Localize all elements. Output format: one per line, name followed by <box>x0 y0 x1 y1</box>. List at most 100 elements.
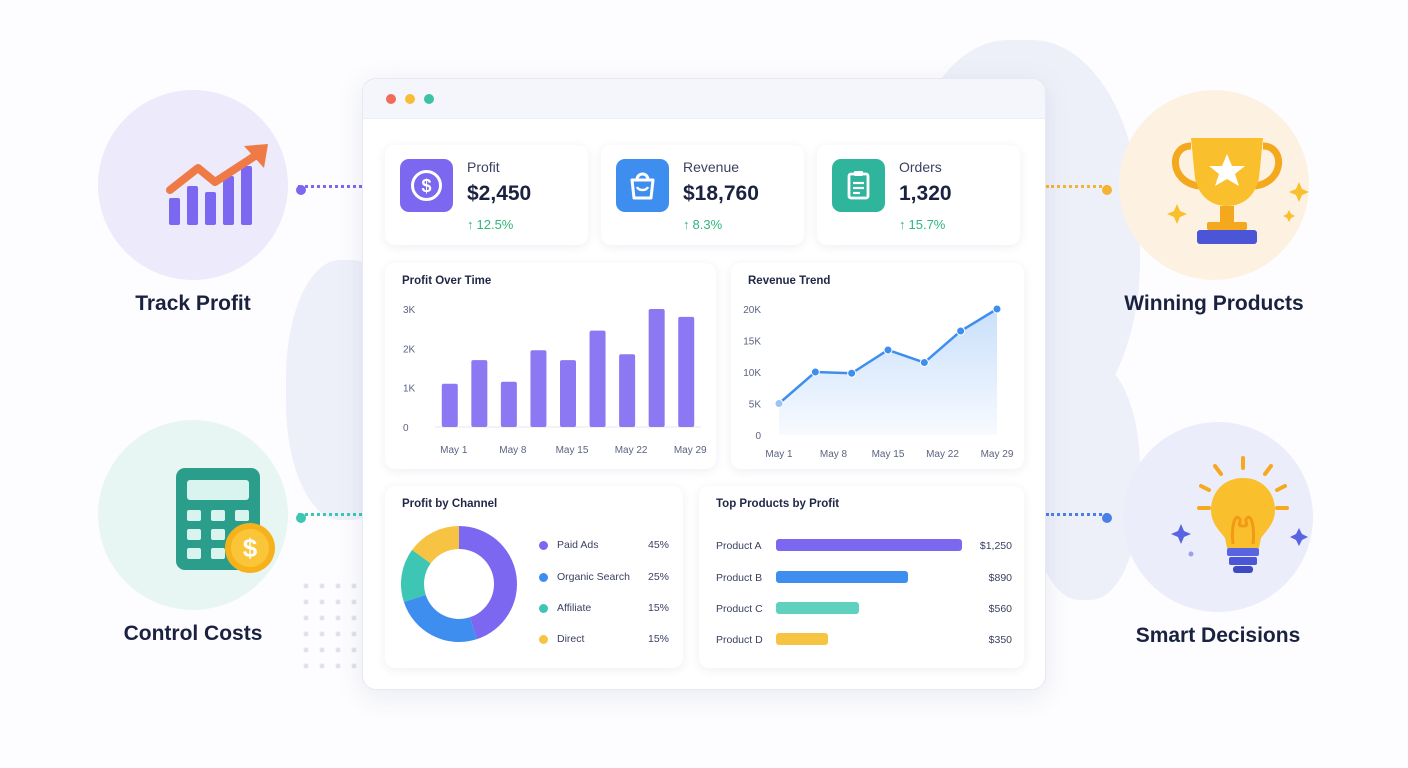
legend-name: Organic Search <box>557 571 630 583</box>
connector-smart-decisions <box>1046 513 1112 523</box>
profit-bar <box>589 330 606 427</box>
y-tick-label: 3K <box>403 305 416 316</box>
x-tick-label: May 8 <box>499 445 527 456</box>
kpi-value: $2,450 <box>467 182 532 205</box>
x-tick-label: May 22 <box>615 445 648 456</box>
revenue-point <box>810 367 820 377</box>
kpi-card-orders[interactable]: Orders 1,320 ↑ 15.7% <box>817 145 1020 245</box>
kpi-value: 1,320 <box>899 182 952 205</box>
kpi-card-profit[interactable]: $ Profit $2,450 ↑ 12.5% <box>385 145 588 245</box>
y-tick-label: 15K <box>743 337 761 348</box>
kpi-change-value: 8.3% <box>692 217 723 232</box>
profit-bar <box>648 309 665 427</box>
arrow-up-icon: ↑ <box>899 217 906 232</box>
legend-item-affiliate: Affiliate 15% <box>539 601 669 617</box>
product-bar <box>776 539 962 551</box>
x-tick-label: May 1 <box>440 445 468 456</box>
dashboard-window: $ Profit $2,450 ↑ 12.5% Revenue $18,760 ↑… <box>362 78 1046 690</box>
donut-slice <box>401 549 431 602</box>
feature-label: Winning Products <box>1124 292 1304 315</box>
feature-control-costs: $ Control Costs <box>73 420 313 646</box>
product-bar <box>776 602 860 614</box>
kpi-label: Profit <box>467 159 500 175</box>
card-title: Top Products by Profit <box>716 498 840 510</box>
revenue-point <box>992 304 1002 314</box>
window-close-button[interactable] <box>386 94 396 104</box>
top-products-card: Top Products by Profit Product A $1,250 … <box>699 486 1024 668</box>
window-titlebar <box>363 79 1045 119</box>
window-minimize-button[interactable] <box>405 94 415 104</box>
shopping-bag-icon <box>630 172 655 200</box>
product-row[interactable]: Product A $1,250 <box>716 538 1012 554</box>
product-row[interactable]: Product B $890 <box>716 570 1012 586</box>
y-tick-label: 2K <box>403 344 416 355</box>
legend-swatch <box>539 573 548 582</box>
legend-swatch <box>539 541 548 550</box>
profit-bar <box>471 360 488 427</box>
legend-item-direct: Direct 15% <box>539 632 669 648</box>
kpi-change: ↑ 15.7% <box>899 217 945 232</box>
donut-slice <box>403 594 477 642</box>
product-bar <box>776 571 909 583</box>
kpi-change-value: 15.7% <box>908 217 946 232</box>
connector-dot <box>296 513 306 523</box>
window-maximize-button[interactable] <box>424 94 434 104</box>
product-bar-track <box>776 633 962 645</box>
connector-dot <box>1102 513 1112 523</box>
trophy-icon <box>1167 138 1309 244</box>
channel-legend: Paid Ads 45% Organic Search 25% Affiliat… <box>539 538 669 648</box>
donut-slice <box>459 526 517 640</box>
x-tick-label: May 1 <box>765 449 793 460</box>
profit-bar <box>678 316 695 427</box>
revenue-area <box>779 309 997 435</box>
legend-pct: 25% <box>647 571 669 583</box>
legend-pct: 15% <box>647 602 669 614</box>
channel-donut-chart <box>401 526 517 642</box>
clipboard-icon <box>847 171 870 200</box>
legend-item-organic-search: Organic Search 25% <box>539 570 669 586</box>
product-name: Product A <box>716 540 762 552</box>
profit-over-time-card: Profit Over Time 3K 2K 1K 0 May 1 May 8 May 15… <box>385 263 716 469</box>
y-tick-label: 0 <box>755 431 761 442</box>
x-tick-label: May 22 <box>926 449 959 460</box>
legend-swatch <box>539 635 548 644</box>
profit-bar <box>441 383 458 427</box>
revenue-trend-card: Revenue Trend 20K 15K 10K 5K 0 May 1 May 8 May … <box>731 263 1024 469</box>
product-bar-track <box>776 539 962 551</box>
revenue-area-chart: 20K 15K 10K 5K 0 May 1 May 8 May 15 May 22 May 29 <box>743 304 1014 460</box>
feature-circle <box>1119 90 1309 280</box>
dot-grid-decoration <box>303 583 357 669</box>
trend-chart-icon <box>166 144 268 225</box>
feature-track-profit: Track Profit <box>73 90 313 316</box>
revenue-point <box>774 399 784 408</box>
y-tick-label: 10K <box>743 368 761 379</box>
y-tick-label: 0 <box>403 423 409 434</box>
product-value: $1,250 <box>979 540 1012 552</box>
y-tick-label: 5K <box>749 400 762 411</box>
profit-bar <box>530 350 547 427</box>
background-blob <box>1030 360 1140 600</box>
revenue-point <box>956 326 966 336</box>
card-title: Profit Over Time <box>402 275 492 287</box>
card-title: Revenue Trend <box>748 275 831 287</box>
x-tick-label: May 29 <box>981 449 1014 460</box>
feature-label: Smart Decisions <box>1135 624 1301 647</box>
revenue-point <box>883 345 893 355</box>
product-row[interactable]: Product D $350 <box>716 632 1012 648</box>
feature-circle: $ <box>98 420 288 610</box>
x-tick-label: May 15 <box>872 449 905 460</box>
y-tick-label: 20K <box>743 305 761 316</box>
product-value: $560 <box>988 603 1012 615</box>
card-title: Profit by Channel <box>402 498 498 510</box>
connector-dot <box>296 185 306 195</box>
y-tick-label: 1K <box>403 384 416 395</box>
product-row[interactable]: Product C $560 <box>716 601 1012 617</box>
product-bar-track <box>776 571 962 583</box>
x-tick-label: May 8 <box>820 449 848 460</box>
legend-swatch <box>539 604 548 613</box>
arrow-up-icon: ↑ <box>467 217 474 232</box>
revenue-point <box>847 368 857 378</box>
product-bar <box>776 633 829 645</box>
kpi-card-revenue[interactable]: Revenue $18,760 ↑ 8.3% <box>601 145 804 245</box>
